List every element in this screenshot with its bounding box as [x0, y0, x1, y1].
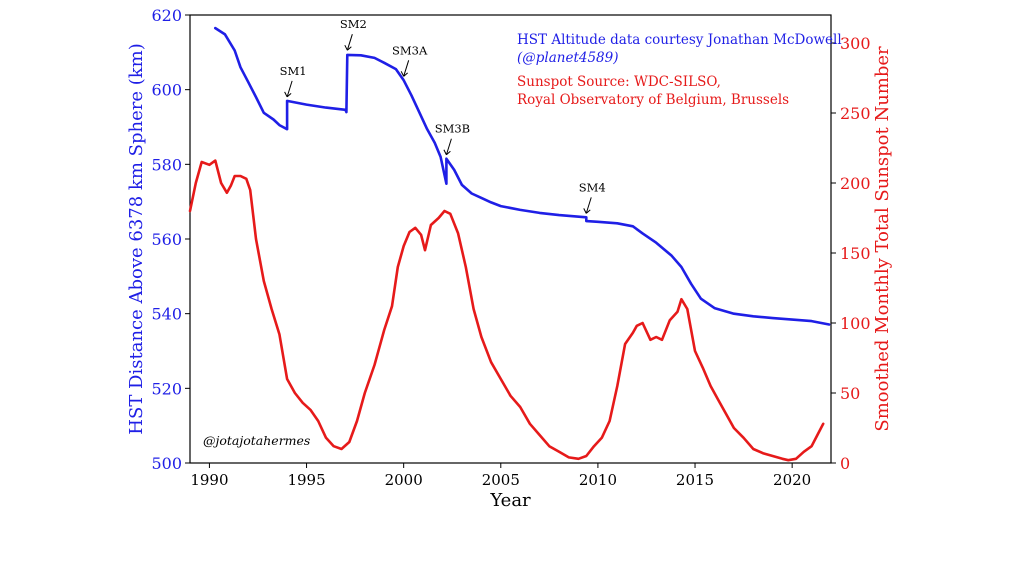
credit-sunspot-line2: Royal Observatory of Belgium, Brussels	[517, 92, 789, 108]
credit-sunspot-line1: Sunspot Source: WDC-SILSO,	[517, 74, 721, 90]
left-tick-label: 600	[151, 81, 182, 100]
credit-altitude-line2: (@planet4589)	[517, 50, 619, 66]
annotation-label: SM3B	[435, 122, 470, 136]
right-tick-label: 250	[840, 104, 871, 123]
left-tick-label: 580	[151, 155, 182, 174]
x-tick-label: 2000	[385, 471, 423, 489]
left-tick-label: 500	[151, 454, 182, 473]
right-tick-label: 50	[840, 384, 860, 403]
x-tick-label: 2010	[579, 471, 617, 489]
x-tick-label: 1990	[190, 471, 228, 489]
right-tick-label: 0	[840, 454, 850, 473]
annotation-arrow	[346, 34, 353, 51]
author-credit: @jotajotahermes	[203, 433, 310, 448]
hst-altitude-line	[214, 26, 831, 326]
right-tick-label: 100	[840, 314, 871, 333]
annotation-arrow	[585, 197, 592, 214]
x-tick-label: 2015	[676, 471, 714, 489]
x-axis-label: Year	[489, 490, 531, 511]
left-tick-label: 560	[151, 230, 182, 249]
annotation-arrow	[403, 60, 410, 77]
left-tick-label: 520	[151, 379, 182, 398]
x-tick-label: 1995	[287, 471, 325, 489]
annotation-arrowhead	[443, 149, 451, 156]
sunspot-number-line	[188, 159, 825, 462]
annotation-arrow	[286, 80, 293, 98]
annotation-label: SM3A	[392, 43, 428, 57]
right-tick-label: 300	[840, 34, 871, 53]
right-tick-label: 200	[840, 174, 871, 193]
annotation-arrowhead	[400, 71, 408, 77]
annotation-arrow	[445, 138, 452, 155]
annotation-arrowhead	[344, 44, 352, 51]
right-tick-label: 150	[840, 244, 871, 263]
axes-ticks: 1990 1995 2000 2005 2010 2015 2020500520540560…	[151, 6, 870, 489]
left-tick-label: 540	[151, 305, 182, 324]
annotations-layer: SM1 SM2 SM3A SM3B SM4	[280, 17, 606, 214]
annotation-label: SM1	[280, 64, 307, 78]
left-axis-label: HST Distance Above 6378 km Sphere (km)	[126, 43, 147, 434]
x-tick-label: 2020	[773, 471, 811, 489]
right-axis-label: Smoothed Monthly Total Sunspot Number	[872, 46, 893, 432]
left-tick-label: 620	[151, 6, 182, 25]
annotation-label: SM2	[340, 17, 367, 31]
credit-altitude-line1: HST Altitude data courtesy Jonathan McDo…	[517, 32, 842, 48]
annotation-arrowhead	[583, 208, 591, 214]
x-tick-label: 2005	[482, 471, 520, 489]
annotation-label: SM4	[579, 180, 606, 194]
annotation-arrowhead	[284, 91, 292, 98]
series-layer	[188, 26, 831, 462]
